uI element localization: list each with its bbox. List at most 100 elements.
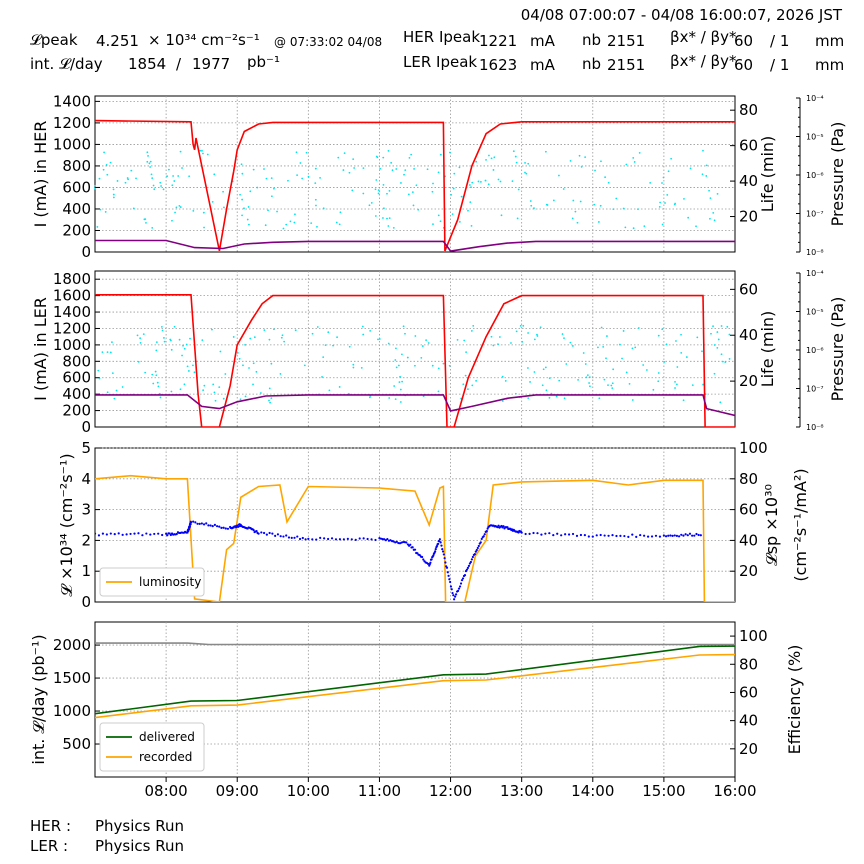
pressure-point — [399, 375, 401, 378]
pressure-point — [314, 198, 317, 201]
pressure-point — [437, 171, 440, 174]
pressure-point — [401, 353, 403, 356]
pressure-point — [572, 199, 575, 202]
pressure-point — [687, 216, 690, 219]
pressure-point — [375, 179, 378, 181]
panel-lumi: 0 1 2 3 4 5 20 40 60 80 100 𝓛 ×10³⁴ (cm⁻²s⁻¹) 𝓛sp ×1… — [57, 439, 810, 611]
specific-lumi-point — [446, 571, 449, 574]
pressure-point — [472, 324, 475, 327]
pressure-point — [702, 383, 705, 386]
specific-lumi-point — [137, 532, 140, 535]
intl-separator: / — [176, 55, 182, 73]
pressure-point — [600, 326, 603, 329]
pressure-point — [464, 374, 467, 377]
pressure-point — [283, 340, 286, 343]
pressure-point — [634, 346, 637, 349]
pressure-point — [315, 204, 317, 207]
y-tick-label: 1200 — [53, 319, 91, 337]
pressure-point — [348, 171, 351, 174]
specific-lumi-point — [459, 582, 463, 585]
pressure-point — [701, 173, 704, 176]
pressure-point — [458, 166, 461, 169]
pressure-point — [552, 199, 555, 202]
pressure-point — [582, 352, 585, 354]
specific-lumi-point — [187, 528, 190, 531]
pressure-point — [188, 175, 191, 178]
pressure-point — [527, 162, 530, 165]
pressure-point — [485, 158, 487, 161]
pressure-point — [574, 210, 577, 213]
pressure-point — [337, 156, 340, 159]
pressure-point — [362, 333, 365, 336]
pressure-point — [709, 197, 712, 200]
pressure-point — [632, 227, 635, 230]
pressure-point — [109, 161, 112, 164]
specific-lumi-point — [175, 532, 178, 536]
pressure-point — [477, 180, 480, 183]
pressure-point — [649, 182, 652, 184]
specific-lumi-point — [457, 587, 461, 590]
specific-lumi-point — [200, 522, 203, 525]
y-right-tick-label: 80 — [739, 101, 758, 119]
pressure-point — [183, 383, 186, 386]
specific-lumi-point — [445, 566, 449, 569]
pressure-point — [417, 208, 420, 211]
specific-lumi-point — [437, 542, 440, 545]
pressure-point — [382, 156, 385, 159]
pressure-point — [268, 399, 270, 402]
pressure-point — [426, 168, 429, 171]
pressure-point — [252, 383, 254, 386]
pressure-point — [536, 333, 538, 336]
specific-lumi-point — [188, 525, 191, 528]
y-tick-label: 800 — [62, 352, 91, 370]
legend-entry-recorded: recorded — [139, 750, 192, 764]
specific-lumi-point — [129, 532, 132, 536]
specific-lumi-point — [196, 522, 199, 525]
y-tick-label: 0 — [81, 593, 91, 611]
pressure-point — [522, 324, 525, 327]
y-right-tick-label: 40 — [739, 712, 758, 730]
pressure-point — [143, 218, 146, 221]
pressure-point — [633, 161, 636, 163]
pressure-point — [352, 363, 355, 366]
pressure-point — [146, 160, 149, 163]
specific-lumi-point — [599, 533, 602, 537]
ler-status-label: LER : — [30, 837, 68, 855]
pressure-point — [427, 342, 430, 344]
specific-lumi-point — [461, 577, 465, 580]
pressure-point — [408, 156, 411, 159]
specific-lumi-point — [296, 535, 299, 538]
pressure-point — [498, 336, 501, 338]
pressure-point — [470, 224, 473, 227]
specific-lumi-point — [440, 544, 443, 547]
specific-lumi-point — [686, 534, 689, 537]
pressure-point — [411, 191, 414, 194]
pressure-point — [652, 388, 655, 391]
pressure-point — [710, 332, 712, 335]
pressure-point — [479, 181, 482, 183]
pressure-point — [439, 153, 442, 156]
pressure-point — [392, 226, 395, 229]
pressure-point — [376, 156, 379, 159]
specific-lumi-point — [688, 532, 692, 535]
specific-lumi-point — [265, 533, 268, 536]
specific-lumi-point — [471, 555, 474, 559]
pressure-point — [657, 372, 660, 374]
pressure-point — [249, 190, 252, 193]
specific-lumi-point — [145, 532, 148, 535]
y-axis-label: 𝓛 ×10³⁴ (cm⁻²s⁻¹) — [57, 453, 76, 596]
specific-lumi-point — [664, 535, 668, 538]
y-tick-label: 5 — [81, 439, 91, 457]
pressure-point — [269, 401, 272, 404]
lpeak-unit: × 10³⁴ cm⁻²s⁻¹ — [148, 31, 260, 49]
specific-lumi-point — [213, 523, 217, 526]
pressure-point — [425, 339, 428, 342]
specific-lumi-point — [479, 541, 482, 544]
pressure-point — [499, 180, 502, 183]
pressure-point — [170, 390, 173, 393]
pressure-point — [442, 362, 445, 365]
pressure-point — [244, 395, 247, 398]
pressure-point — [238, 357, 241, 360]
pressure-point — [139, 342, 142, 344]
specific-lumi-point — [192, 520, 195, 523]
